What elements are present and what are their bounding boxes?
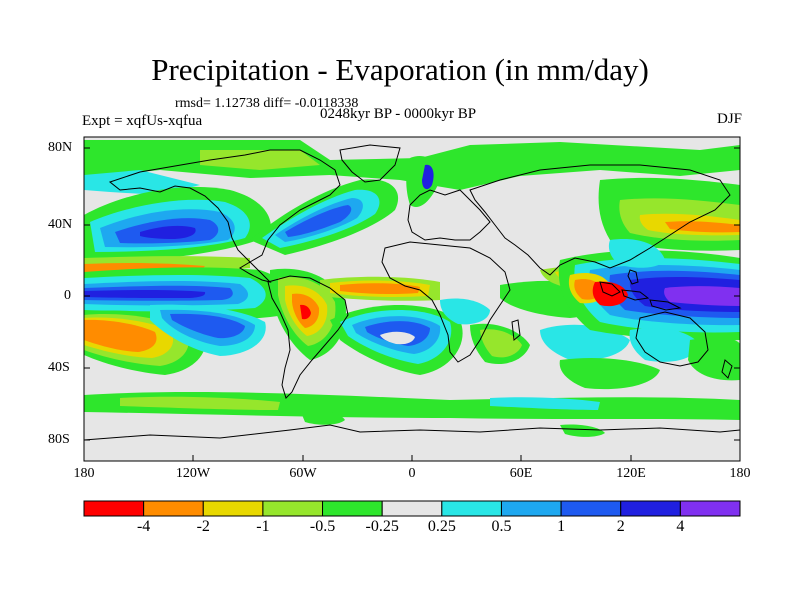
colorbar xyxy=(83,500,741,517)
colorbar-label: -0.25 xyxy=(365,518,399,535)
y-tick-80s: 80S xyxy=(48,432,70,447)
x-tick-60w: 60W xyxy=(289,466,317,481)
antarctica-coast xyxy=(84,424,740,441)
colorbar-label: 2 xyxy=(616,518,625,535)
chart-title: Precipitation - Evaporation (in mm/day) xyxy=(151,52,649,87)
field-shading xyxy=(84,140,740,437)
colorbar-swatch xyxy=(500,500,562,517)
colorbar-label: -1 xyxy=(256,518,270,535)
x-tick-180w: 180 xyxy=(73,466,95,481)
north-america-coast xyxy=(108,149,341,283)
asia-coast xyxy=(469,164,731,276)
colorbar-swatch xyxy=(143,500,204,517)
colorbar-swatch xyxy=(620,500,681,517)
x-tick-180e: 180 xyxy=(729,466,751,481)
coastlines xyxy=(84,144,740,441)
stats-text: rmsd= 1.12738 diff= -0.0118338 xyxy=(175,96,359,111)
tick-marks xyxy=(83,147,741,461)
colorbar-swatch xyxy=(381,500,443,517)
australia-coast xyxy=(635,311,709,367)
x-tick-120e: 120E xyxy=(616,466,646,481)
colorbar-swatch xyxy=(679,500,741,517)
colorbar-label: 0.25 xyxy=(427,518,456,535)
colorbar-label: 1 xyxy=(557,518,566,535)
south-america-coast xyxy=(267,275,349,399)
colorbar-swatch xyxy=(560,500,622,517)
greenland-coast xyxy=(339,144,401,183)
colorbar-swatch xyxy=(83,500,145,517)
colorbar-label: -0.5 xyxy=(309,518,336,535)
colorbar-swatch xyxy=(262,500,324,517)
y-tick-0: 0 xyxy=(64,288,71,303)
southern-ocean-band xyxy=(84,392,740,420)
experiment-label: Expt = xqfUs-xqfua xyxy=(82,113,203,129)
season-label: DJF xyxy=(716,111,742,127)
y-tick-80n: 80N xyxy=(48,140,73,155)
period-subtitle: 0248kyr BP - 0000kyr BP xyxy=(320,106,477,122)
x-tick-0: 0 xyxy=(408,466,416,481)
y-tick-40s: 40S xyxy=(48,360,70,375)
europe-coast xyxy=(407,189,491,241)
y-tick-40n: 40N xyxy=(48,217,73,232)
colorbar-label: -4 xyxy=(136,518,151,535)
africa-coast xyxy=(381,241,511,363)
x-tick-60e: 60E xyxy=(509,466,533,481)
colorbar-swatch xyxy=(441,500,502,517)
colorbar-swatch xyxy=(322,500,383,517)
colorbar-label: -2 xyxy=(196,518,210,535)
colorbar-label: 0.5 xyxy=(491,518,512,535)
colorbar-swatch xyxy=(202,500,264,517)
colorbar-label: 4 xyxy=(676,518,685,535)
x-tick-120w: 120W xyxy=(175,466,211,481)
